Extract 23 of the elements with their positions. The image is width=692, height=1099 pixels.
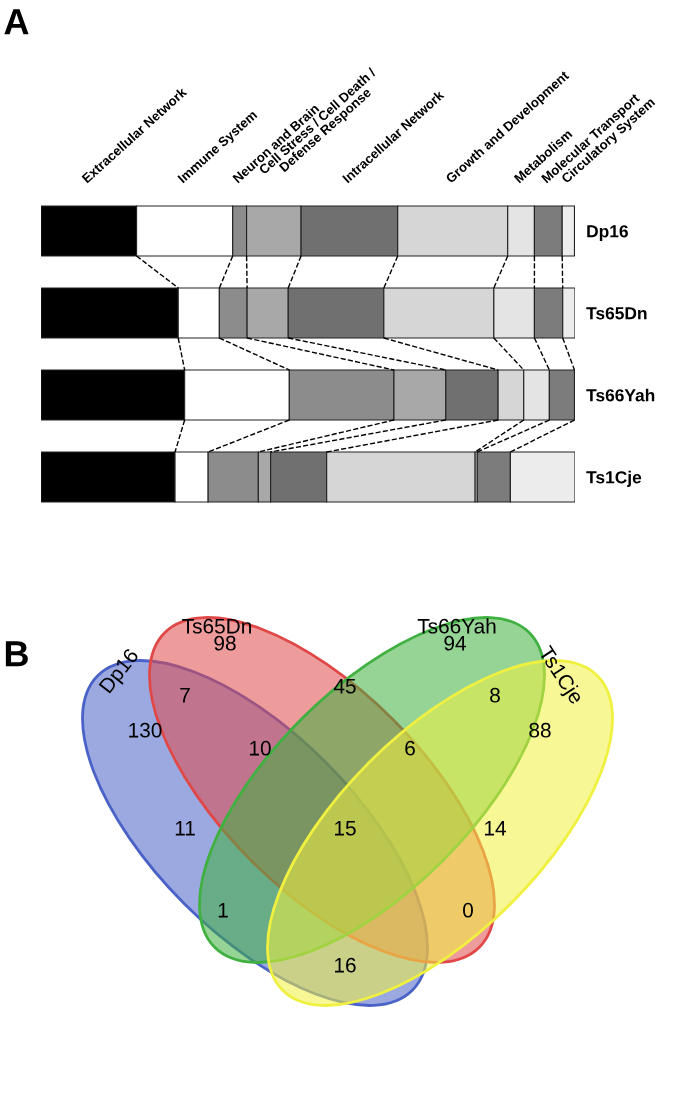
text: 88	[529, 722, 551, 738]
y-tick-label: Ts65Dn	[586, 307, 647, 320]
text: 7	[180, 688, 190, 703]
text: 98	[214, 635, 236, 651]
y-tick-label: Dp16	[587, 225, 628, 241]
text: B	[5, 641, 28, 667]
text: 0	[463, 902, 473, 918]
y-tick-label: Ts66Yah	[586, 388, 655, 402]
text: 6	[405, 740, 415, 756]
text: 130	[129, 722, 162, 738]
text: Ts66Yah	[417, 618, 496, 634]
text: 14	[485, 821, 506, 836]
text: Ts65Dn	[182, 618, 251, 634]
text: 10	[250, 740, 271, 756]
text: 16	[335, 957, 356, 973]
text: 1	[218, 903, 228, 918]
text: 94	[444, 635, 466, 651]
y-tick-label: Ts1Cje	[586, 470, 642, 487]
text: 45	[333, 679, 356, 694]
text: 8	[490, 687, 500, 703]
text: 11	[175, 821, 195, 836]
chart-title: A	[4, 9, 29, 35]
text: 15	[335, 821, 356, 836]
